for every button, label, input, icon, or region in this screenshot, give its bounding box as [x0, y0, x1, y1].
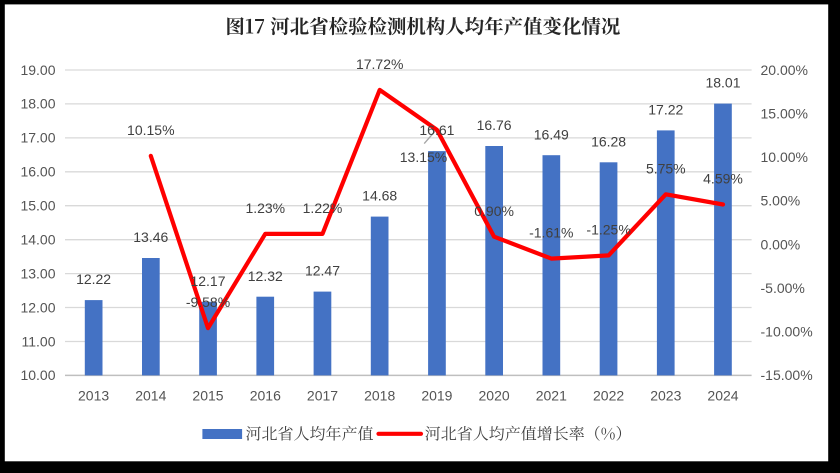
svg-text:-5.00%: -5.00% — [761, 280, 805, 296]
svg-text:12.47: 12.47 — [305, 263, 340, 279]
svg-text:-1.25%: -1.25% — [586, 222, 630, 238]
svg-text:5.00%: 5.00% — [761, 193, 801, 209]
svg-text:13.15%: 13.15% — [400, 149, 447, 165]
svg-text:2019: 2019 — [421, 388, 452, 404]
svg-text:12.17: 12.17 — [190, 273, 225, 289]
svg-text:2014: 2014 — [135, 388, 166, 404]
svg-text:16.61: 16.61 — [419, 122, 454, 138]
svg-text:14.68: 14.68 — [362, 188, 397, 204]
svg-text:4.59%: 4.59% — [703, 171, 743, 187]
svg-text:2023: 2023 — [650, 388, 681, 404]
svg-text:18.01: 18.01 — [705, 75, 740, 91]
svg-text:16.49: 16.49 — [534, 126, 569, 142]
svg-text:12.22: 12.22 — [76, 271, 111, 287]
svg-text:2018: 2018 — [364, 388, 395, 404]
svg-text:1.22%: 1.22% — [303, 200, 343, 216]
svg-text:10.15%: 10.15% — [127, 122, 174, 138]
svg-text:16.00: 16.00 — [20, 164, 55, 180]
svg-text:18.00: 18.00 — [20, 96, 55, 112]
svg-text:5.75%: 5.75% — [646, 160, 686, 176]
svg-text:16.76: 16.76 — [477, 117, 512, 133]
svg-text:16.28: 16.28 — [591, 133, 626, 149]
svg-text:12.00: 12.00 — [20, 299, 55, 315]
svg-text:14.00: 14.00 — [20, 232, 55, 248]
svg-text:-10.00%: -10.00% — [761, 324, 813, 340]
svg-text:2016: 2016 — [250, 388, 281, 404]
svg-text:1.23%: 1.23% — [245, 200, 285, 216]
svg-text:17.00: 17.00 — [20, 130, 55, 146]
svg-text:15.00%: 15.00% — [761, 105, 808, 121]
svg-text:2022: 2022 — [593, 388, 624, 404]
svg-text:17.22: 17.22 — [648, 102, 683, 118]
svg-text:2015: 2015 — [192, 388, 223, 404]
svg-text:13.46: 13.46 — [133, 229, 168, 245]
svg-text:2021: 2021 — [536, 388, 567, 404]
svg-text:10.00%: 10.00% — [761, 149, 808, 165]
svg-text:19.00: 19.00 — [20, 62, 55, 78]
svg-text:-15.00%: -15.00% — [761, 367, 813, 383]
svg-text:-9.58%: -9.58% — [186, 294, 230, 310]
svg-text:17.72%: 17.72% — [356, 56, 403, 72]
svg-text:11.00: 11.00 — [22, 333, 56, 349]
svg-text:2013: 2013 — [78, 388, 109, 404]
svg-text:-1.61%: -1.61% — [529, 225, 573, 241]
svg-text:0.00%: 0.00% — [761, 236, 801, 252]
svg-text:2020: 2020 — [479, 388, 510, 404]
svg-text:10.00: 10.00 — [20, 367, 55, 383]
svg-text:13.00: 13.00 — [20, 265, 55, 281]
svg-text:2024: 2024 — [707, 388, 738, 404]
svg-text:0.90%: 0.90% — [474, 203, 514, 219]
svg-text:12.32: 12.32 — [248, 268, 283, 284]
svg-text:20.00%: 20.00% — [761, 62, 808, 78]
svg-text:2017: 2017 — [307, 388, 338, 404]
svg-text:15.00: 15.00 — [20, 198, 55, 214]
